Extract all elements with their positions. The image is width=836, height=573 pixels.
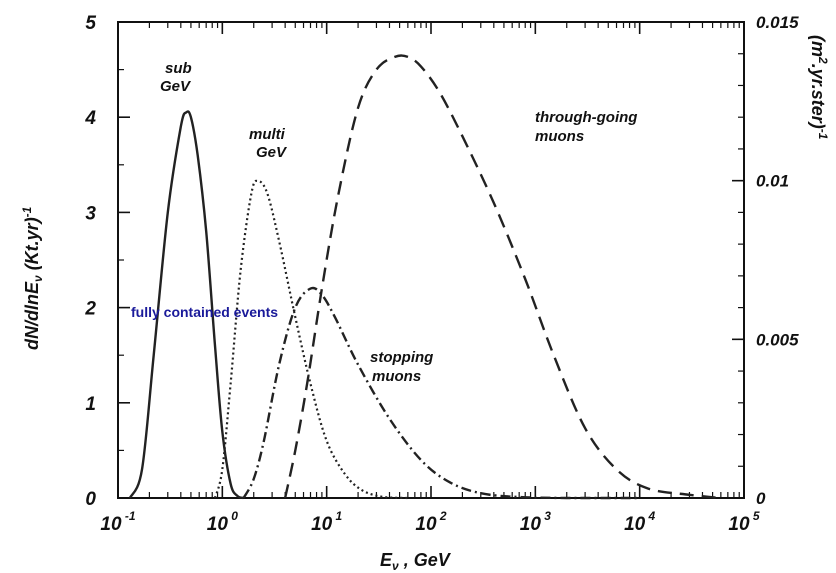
annotation-stopping-line2: muons <box>372 368 421 385</box>
y2-tick-label: 0 <box>756 489 766 508</box>
y-axis-title: dN/dlnEν (Kt.yr)-1 <box>20 206 45 350</box>
x-tick-label: 10 -1 <box>100 509 135 535</box>
annotation-sub-gev-line1: sub <box>165 60 192 77</box>
y2-axis-title-sup1: 2 <box>816 56 830 64</box>
series-line-through-going-muons <box>283 54 722 500</box>
x-tick-label: 10 4 <box>624 509 655 535</box>
x-axis-title-main: E <box>380 550 393 570</box>
annotation-multi-gev-line1: multi <box>249 126 286 143</box>
y-tick-label: 4 <box>84 108 96 129</box>
y2-tick-label: 0.015 <box>756 13 799 32</box>
x-axis-title-rest: , GeV <box>399 550 452 570</box>
y-tick-label: 2 <box>84 299 96 320</box>
x-tick-label: 10 0 <box>207 509 238 535</box>
y2-axis-title-rest: .yr.ster) <box>808 64 828 129</box>
y-axis-right: 0 0.005 0.01 0.015 <box>732 13 799 508</box>
y2-axis-title-main: (m <box>808 35 828 57</box>
x-tick-label: 10 2 <box>415 509 446 535</box>
y2-tick-label: 0.005 <box>756 330 799 349</box>
annotation-fully-contained: fully contained events <box>131 304 278 320</box>
series-line-stopping-muons <box>242 286 640 500</box>
y-tick-label: 3 <box>85 203 96 224</box>
x-axis-title: Eν , GeV <box>380 550 452 573</box>
series-layer <box>128 54 722 500</box>
x-tick-label: 10 5 <box>728 509 759 535</box>
y-axis-title-sup: -1 <box>20 206 34 217</box>
annotation-through-going-line2: muons <box>535 128 584 145</box>
y-axis-left: 0 1 2 3 4 5 <box>84 13 130 510</box>
annotation-through-going-line1: through-going <box>535 109 637 126</box>
y-tick-label: 5 <box>85 13 96 34</box>
annotation-sub-gev-line2: GeV <box>160 78 192 95</box>
plot-frame <box>117 21 745 499</box>
y-axis-title-rest: (Kt.yr) <box>22 217 42 275</box>
annotation-multi-gev-line2: GeV <box>256 144 288 161</box>
y-axis-title-sub: ν <box>31 275 45 282</box>
y2-axis-title: (m2.yr.ster)-1 <box>808 35 830 140</box>
y-axis-title-main: dN/dlnE <box>22 281 42 350</box>
x-axis-title-sub: ν <box>392 559 399 573</box>
annotation-stopping-line1: stopping <box>370 349 433 366</box>
x-tick-label: 10 3 <box>520 509 551 535</box>
x-axis: 10 -1 10 0 10 1 10 2 10 3 10 4 10 5 <box>100 22 760 535</box>
y2-axis-title-sup2: -1 <box>816 129 830 140</box>
y-tick-label: 1 <box>85 394 96 415</box>
y2-tick-label: 0.01 <box>756 172 789 191</box>
y-tick-label: 0 <box>85 489 96 510</box>
series-line-multi-gev <box>213 179 408 500</box>
x-tick-label: 10 1 <box>311 509 342 535</box>
series-line-sub-gev <box>128 110 244 500</box>
